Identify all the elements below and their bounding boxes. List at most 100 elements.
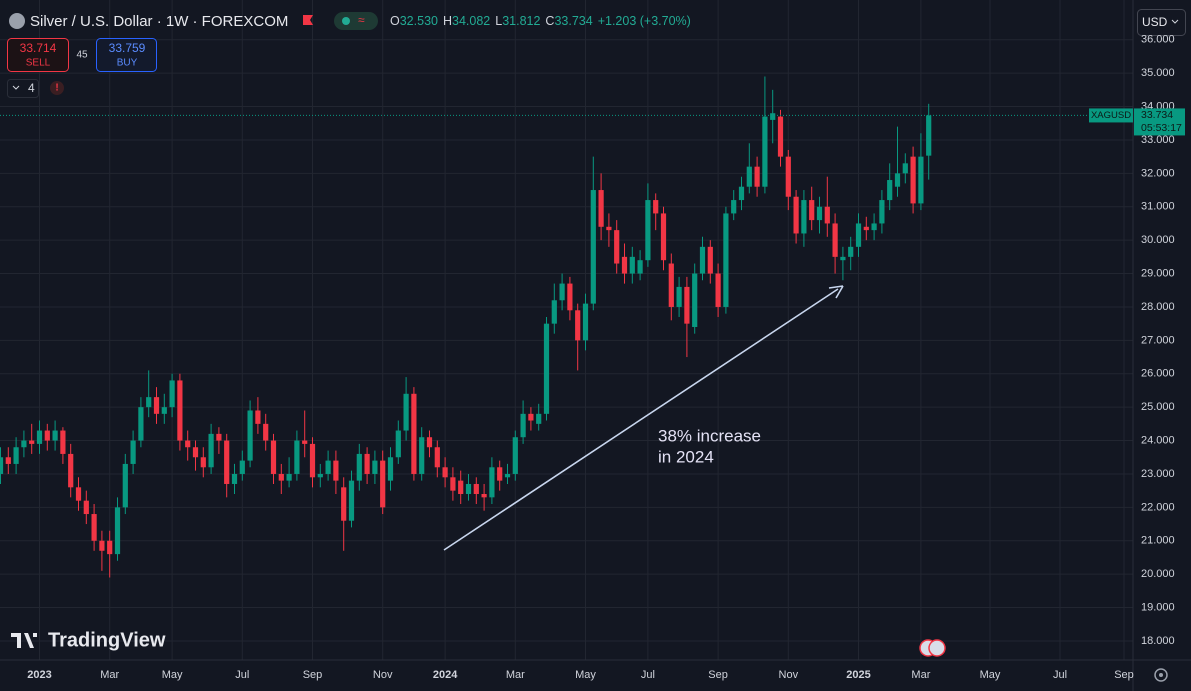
candle-body bbox=[840, 256, 846, 261]
candle-body bbox=[60, 430, 66, 454]
y-tick-label: 20.000 bbox=[1141, 568, 1175, 580]
x-tick-label: 2025 bbox=[846, 669, 870, 681]
flag-icon[interactable] bbox=[303, 15, 313, 25]
candle-body bbox=[411, 393, 417, 474]
candle-body bbox=[434, 447, 440, 468]
buy-button[interactable] bbox=[96, 38, 157, 72]
y-tick-label: 18.000 bbox=[1141, 635, 1175, 647]
price-tag bbox=[1134, 108, 1185, 136]
candle-body bbox=[614, 230, 620, 264]
candle-body bbox=[208, 433, 214, 468]
ohlc-label: L bbox=[495, 14, 502, 28]
candle-body bbox=[894, 173, 901, 187]
candle-body bbox=[481, 493, 487, 498]
candle-body bbox=[855, 223, 862, 247]
x-tick-label: Jul bbox=[641, 669, 655, 681]
candle-body bbox=[29, 440, 35, 444]
y-tick-label: 30.000 bbox=[1141, 234, 1175, 246]
y-tick-label: 32.000 bbox=[1141, 167, 1175, 179]
candle-body bbox=[848, 246, 854, 257]
settings-icon[interactable] bbox=[1154, 668, 1168, 682]
sell-price: 33.714 bbox=[20, 41, 57, 55]
candle-body bbox=[83, 500, 89, 515]
candle-body bbox=[200, 457, 206, 468]
indicators-toggle[interactable] bbox=[7, 79, 39, 98]
candle-body bbox=[910, 156, 916, 204]
status-pill[interactable] bbox=[334, 12, 378, 30]
candle-body bbox=[13, 447, 19, 464]
candle-body bbox=[153, 397, 160, 414]
candle-body bbox=[231, 473, 238, 484]
candle-body bbox=[918, 156, 924, 204]
candle-body bbox=[356, 453, 362, 481]
candle-body bbox=[489, 467, 495, 498]
candle-body bbox=[528, 413, 534, 421]
candle-body bbox=[192, 447, 199, 458]
candle-body bbox=[426, 437, 433, 448]
candle-body bbox=[543, 323, 550, 414]
chevron bbox=[1171, 19, 1179, 24]
candle-body bbox=[341, 487, 347, 521]
change: +1.203 (+3.70%) bbox=[598, 14, 691, 28]
candle-body bbox=[239, 460, 245, 474]
candle-body bbox=[551, 300, 557, 324]
candle-body bbox=[816, 206, 823, 221]
candle-body bbox=[777, 116, 784, 157]
candle-body bbox=[731, 200, 737, 214]
candle-body bbox=[52, 430, 58, 441]
price-tag-label: 33.734 bbox=[1141, 109, 1173, 121]
y-tick-label: 35.000 bbox=[1141, 67, 1175, 79]
candle-body bbox=[575, 310, 581, 341]
candle-body bbox=[738, 186, 745, 201]
x-tick-label: Sep bbox=[303, 669, 323, 681]
candle-body bbox=[146, 397, 152, 408]
candle-body bbox=[0, 457, 4, 474]
x-tick-label: Nov bbox=[779, 669, 799, 681]
candle-body bbox=[887, 180, 893, 201]
candle-body bbox=[44, 430, 50, 441]
candle-body bbox=[21, 440, 27, 448]
candle-body bbox=[122, 463, 128, 508]
x-tick-label: Jul bbox=[1053, 669, 1067, 681]
candle-body bbox=[169, 380, 175, 408]
candle-body bbox=[606, 226, 612, 231]
candle-body bbox=[247, 410, 253, 461]
candles bbox=[0, 76, 932, 578]
candle-body bbox=[832, 223, 838, 257]
candle-body bbox=[692, 273, 698, 327]
brand: TradingView bbox=[48, 629, 166, 651]
candle-body bbox=[255, 410, 261, 424]
symbol-tag bbox=[1089, 108, 1133, 123]
settings-icon bbox=[1159, 673, 1163, 677]
candle-body bbox=[582, 303, 589, 341]
alert-icon[interactable] bbox=[50, 81, 64, 95]
candle-body bbox=[871, 223, 877, 231]
candle-body bbox=[754, 166, 760, 187]
candle-body bbox=[325, 460, 331, 474]
y-tick-label: 33.000 bbox=[1141, 134, 1175, 146]
ohlc: O32.530 H34.082 L31.812 C33.734 +1.203 (+3.7… bbox=[390, 14, 691, 28]
candle-body bbox=[114, 507, 121, 555]
arrow-head bbox=[828, 285, 844, 299]
candle-body bbox=[372, 460, 378, 474]
currency-button[interactable] bbox=[1137, 9, 1186, 36]
candle-body bbox=[161, 407, 167, 414]
buy-price: 33.759 bbox=[109, 41, 146, 55]
x-tick-label: Sep bbox=[708, 669, 728, 681]
y-tick-label: 22.000 bbox=[1141, 501, 1175, 513]
candle-body bbox=[879, 200, 885, 224]
candle-body bbox=[403, 393, 409, 431]
y-tick-label: 23.000 bbox=[1141, 468, 1175, 480]
y-tick-label: 27.000 bbox=[1141, 334, 1175, 346]
candle-body bbox=[395, 430, 401, 458]
y-tick-label: 24.000 bbox=[1141, 434, 1175, 446]
annotation: 38% increase bbox=[658, 426, 761, 445]
indicator-count: 4 bbox=[28, 81, 35, 95]
y-tick-label: 21.000 bbox=[1141, 535, 1175, 547]
sell-button[interactable] bbox=[7, 38, 69, 72]
event-icon[interactable] bbox=[928, 639, 946, 657]
symbol-tag-label: XAGUSD bbox=[1091, 110, 1131, 121]
candle-body bbox=[715, 273, 721, 307]
candle-body bbox=[138, 407, 144, 441]
candle-body bbox=[348, 480, 355, 521]
